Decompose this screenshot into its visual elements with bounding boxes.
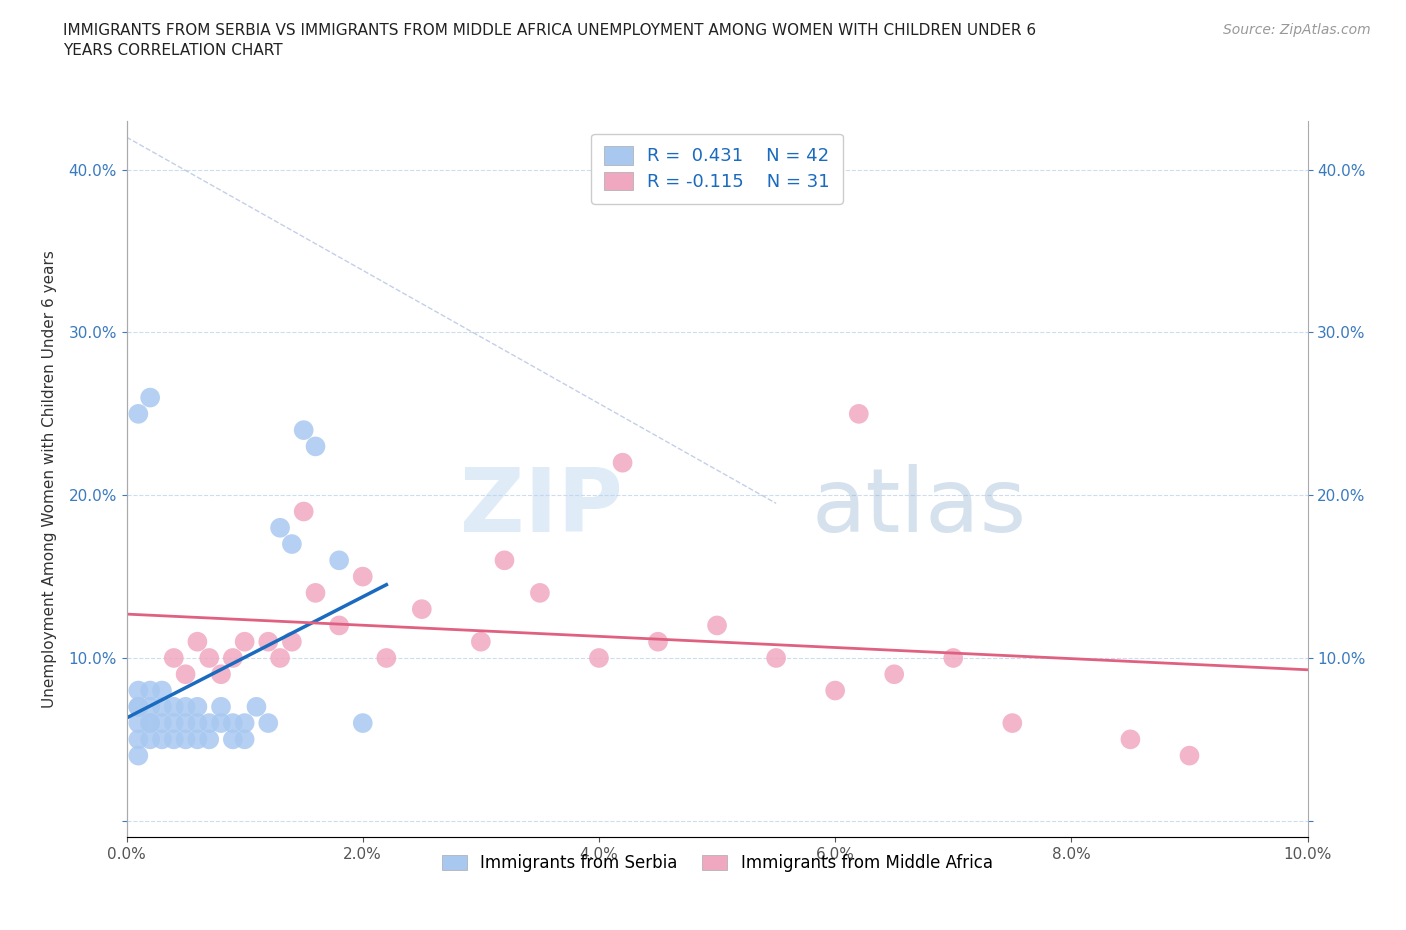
Point: [174, 716, 197, 731]
Point: [127, 699, 149, 714]
Point: [163, 651, 186, 666]
Point: [269, 521, 291, 536]
Text: IMMIGRANTS FROM SERBIA VS IMMIGRANTS FROM MIDDLE AFRICA UNEMPLOYMENT AMONG WOMEN: IMMIGRANTS FROM SERBIA VS IMMIGRANTS FRO…: [63, 23, 1036, 58]
Point: [139, 683, 162, 698]
Text: Source: ZipAtlas.com: Source: ZipAtlas.com: [1223, 23, 1371, 37]
Point: [942, 651, 965, 666]
Point: [706, 618, 728, 633]
Point: [127, 732, 149, 747]
Point: [494, 552, 516, 567]
Point: [186, 634, 208, 649]
Point: [328, 552, 350, 567]
Point: [292, 504, 315, 519]
Point: [198, 732, 221, 747]
Point: [209, 667, 232, 682]
Point: [647, 634, 669, 649]
Point: [222, 716, 245, 731]
Point: [174, 732, 197, 747]
Point: [233, 716, 256, 731]
Point: [824, 683, 846, 698]
Point: [186, 732, 208, 747]
Point: [127, 683, 149, 698]
Point: [163, 699, 186, 714]
Point: [269, 651, 291, 666]
Point: [174, 699, 197, 714]
Point: [163, 732, 186, 747]
Point: [150, 683, 173, 698]
Point: [174, 667, 197, 682]
Point: [292, 422, 315, 438]
Point: [1119, 732, 1142, 747]
Point: [281, 537, 304, 551]
Point: [222, 651, 245, 666]
Point: [150, 732, 173, 747]
Point: [304, 439, 326, 454]
Point: [233, 732, 256, 747]
Point: [233, 634, 256, 649]
Point: [470, 634, 492, 649]
Point: [352, 569, 374, 584]
Point: [163, 716, 186, 731]
Point: [127, 716, 149, 731]
Legend: Immigrants from Serbia, Immigrants from Middle Africa: Immigrants from Serbia, Immigrants from …: [434, 847, 1000, 879]
Point: [1001, 716, 1024, 731]
Point: [765, 651, 787, 666]
Point: [139, 716, 162, 731]
Point: [411, 602, 433, 617]
Point: [588, 651, 610, 666]
Point: [209, 716, 232, 731]
Point: [139, 732, 162, 747]
Point: [304, 586, 326, 601]
Text: atlas: atlas: [811, 464, 1026, 551]
Point: [529, 586, 551, 601]
Point: [222, 732, 245, 747]
Point: [209, 699, 232, 714]
Point: [150, 699, 173, 714]
Point: [127, 748, 149, 763]
Point: [281, 634, 304, 649]
Point: [257, 634, 280, 649]
Point: [139, 390, 162, 405]
Point: [186, 716, 208, 731]
Point: [139, 716, 162, 731]
Point: [198, 651, 221, 666]
Point: [612, 455, 634, 470]
Point: [257, 716, 280, 731]
Y-axis label: Unemployment Among Women with Children Under 6 years: Unemployment Among Women with Children U…: [42, 250, 58, 708]
Point: [352, 716, 374, 731]
Point: [186, 699, 208, 714]
Point: [150, 716, 173, 731]
Point: [245, 699, 267, 714]
Point: [198, 716, 221, 731]
Text: ZIP: ZIP: [460, 464, 623, 551]
Point: [848, 406, 870, 421]
Point: [328, 618, 350, 633]
Point: [375, 651, 398, 666]
Point: [1178, 748, 1201, 763]
Point: [883, 667, 905, 682]
Point: [139, 699, 162, 714]
Point: [127, 406, 149, 421]
Point: [127, 699, 149, 714]
